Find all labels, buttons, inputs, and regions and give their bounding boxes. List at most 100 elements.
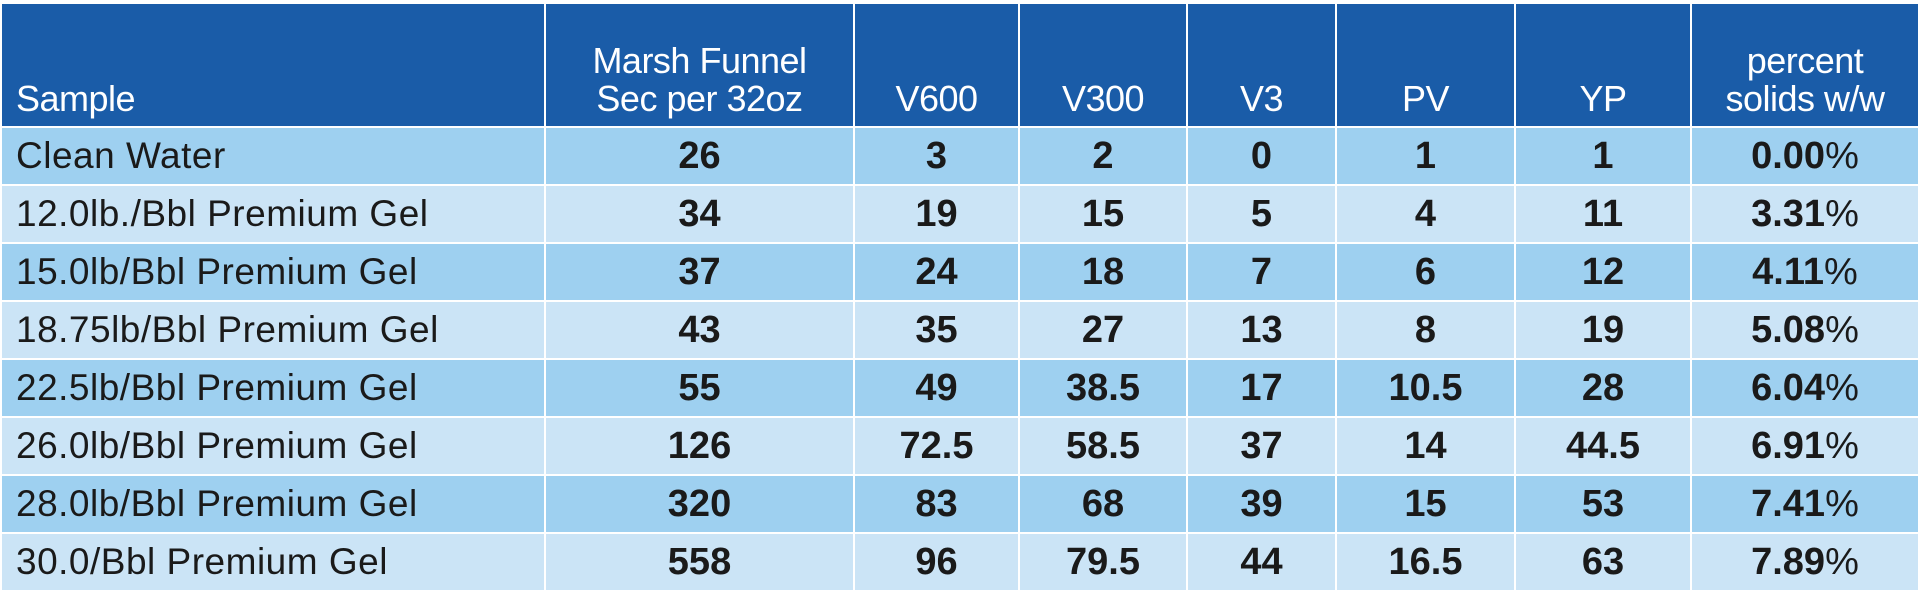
value-cell: 38.5 — [1019, 358, 1188, 417]
header-label: Marsh Funnel — [592, 40, 807, 81]
percent-solids-cell: 4.11% — [1691, 242, 1918, 301]
header-label: Sample — [16, 78, 136, 119]
value-cell: 43 — [545, 300, 855, 359]
value-cell: 11 — [1515, 184, 1692, 243]
sample-cell: 15.0lb/Bbl Premium Gel — [2, 242, 546, 301]
sample-cell: 26.0lb/Bbl Premium Gel — [2, 416, 546, 475]
value-cell: 6 — [1336, 242, 1516, 301]
header-label: Sec per 32oz — [596, 78, 803, 119]
value-cell: 39 — [1187, 474, 1337, 533]
value-cell: 79.5 — [1019, 532, 1188, 590]
header-pv: PV — [1336, 4, 1516, 127]
cell-value: 4.11 — [1752, 250, 1825, 293]
percent-solids-cell: 5.08% — [1691, 300, 1918, 359]
value-cell: 49 — [854, 358, 1020, 417]
header-sample: Sample — [2, 4, 546, 127]
table-row: 22.5lb/Bbl Premium Gel 55 49 38.5 17 10.5 28 6.… — [2, 358, 1918, 417]
value-cell: 96 — [854, 532, 1020, 590]
table-row: Clean Water 26 3 2 0 1 1 0.00% — [2, 126, 1918, 185]
value-cell: 37 — [1187, 416, 1337, 475]
header-label: V3 — [1239, 78, 1284, 119]
value-cell: 18 — [1019, 242, 1188, 301]
value-cell: 72.5 — [854, 416, 1020, 475]
value-cell: 12 — [1515, 242, 1692, 301]
percent-solids-cell: 3.31% — [1691, 184, 1918, 243]
value-cell: 26 — [545, 126, 855, 185]
cell-value: 5.08 — [1751, 308, 1826, 351]
table-row: 15.0lb/Bbl Premium Gel 37 24 18 7 6 12 4.11% — [2, 242, 1918, 301]
value-cell: 19 — [1515, 300, 1692, 359]
value-cell: 4 — [1336, 184, 1516, 243]
percent-solids-cell: 6.91% — [1691, 416, 1918, 475]
value-cell: 83 — [854, 474, 1020, 533]
value-cell: 24 — [854, 242, 1020, 301]
header-label: YP — [1579, 78, 1627, 119]
percent-sign: % — [1825, 366, 1859, 409]
sample-cell: 22.5lb/Bbl Premium Gel — [2, 358, 546, 417]
value-cell: 58.5 — [1019, 416, 1188, 475]
value-cell: 19 — [854, 184, 1020, 243]
value-cell: 3 — [854, 126, 1020, 185]
cell-value: 6.91 — [1751, 424, 1826, 467]
value-cell: 13 — [1187, 300, 1337, 359]
value-cell: 34 — [545, 184, 855, 243]
header-label: V600 — [895, 78, 978, 119]
data-table: Sample Marsh Funnel Sec per 32oz V600 V3… — [2, 4, 1918, 590]
value-cell: 16.5 — [1336, 532, 1516, 590]
value-cell: 44.5 — [1515, 416, 1692, 475]
table-row: 26.0lb/Bbl Premium Gel 126 72.5 58.5 37 14 44.… — [2, 416, 1918, 475]
percent-sign: % — [1825, 192, 1859, 235]
value-cell: 1 — [1515, 126, 1692, 185]
value-cell: 320 — [545, 474, 855, 533]
table-row: 18.75lb/Bbl Premium Gel 43 35 27 13 8 19 5.08% — [2, 300, 1918, 359]
percent-sign: % — [1825, 134, 1859, 177]
header-marsh-funnel: Marsh Funnel Sec per 32oz — [545, 4, 855, 127]
percent-sign: % — [1825, 308, 1859, 351]
sample-cell: Clean Water — [2, 126, 546, 185]
value-cell: 126 — [545, 416, 855, 475]
header-label: PV — [1401, 78, 1450, 119]
percent-solids-cell: 0.00% — [1691, 126, 1918, 185]
value-cell: 2 — [1019, 126, 1188, 185]
value-cell: 55 — [545, 358, 855, 417]
cell-value: 7.41 — [1751, 482, 1826, 525]
header-label: percent — [1746, 40, 1864, 81]
value-cell: 17 — [1187, 358, 1337, 417]
value-cell: 27 — [1019, 300, 1188, 359]
sample-cell: 18.75lb/Bbl Premium Gel — [2, 300, 546, 359]
header-percent-solids: percent solids w/w — [1691, 4, 1918, 127]
value-cell: 44 — [1187, 532, 1337, 590]
header-row: Sample Marsh Funnel Sec per 32oz V600 V3… — [2, 4, 1918, 127]
value-cell: 14 — [1336, 416, 1516, 475]
value-cell: 7 — [1187, 242, 1337, 301]
header-yp: YP — [1515, 4, 1692, 127]
sample-cell: 12.0lb./Bbl Premium Gel — [2, 184, 546, 243]
cell-value: 3.31 — [1751, 192, 1826, 235]
percent-solids-cell: 7.41% — [1691, 474, 1918, 533]
table-row: 30.0/Bbl Premium Gel 558 96 79.5 44 16.5 63 7.8… — [2, 532, 1918, 590]
header-v3: V3 — [1187, 4, 1337, 127]
percent-sign: % — [1825, 482, 1859, 525]
cell-value: 6.04 — [1751, 366, 1826, 409]
table-body: Clean Water 26 3 2 0 1 1 0.00% 12.0lb./Bbl Premi… — [2, 126, 1918, 590]
header-v300: V300 — [1019, 4, 1188, 127]
sample-cell: 30.0/Bbl Premium Gel — [2, 532, 546, 590]
value-cell: 10.5 — [1336, 358, 1516, 417]
header-label: solids w/w — [1725, 78, 1885, 119]
value-cell: 37 — [545, 242, 855, 301]
value-cell: 15 — [1019, 184, 1188, 243]
header-v600: V600 — [854, 4, 1020, 127]
value-cell: 558 — [545, 532, 855, 590]
value-cell: 1 — [1336, 126, 1516, 185]
value-cell: 0 — [1187, 126, 1337, 185]
value-cell: 5 — [1187, 184, 1337, 243]
value-cell: 53 — [1515, 474, 1692, 533]
header-label: V300 — [1061, 78, 1145, 119]
table-row: 12.0lb./Bbl Premium Gel 34 19 15 5 4 11 3.31% — [2, 184, 1918, 243]
percent-sign: % — [1824, 250, 1858, 293]
value-cell: 35 — [854, 300, 1020, 359]
percent-sign: % — [1825, 424, 1859, 467]
percent-solids-cell: 7.89% — [1691, 532, 1918, 590]
value-cell: 8 — [1336, 300, 1516, 359]
